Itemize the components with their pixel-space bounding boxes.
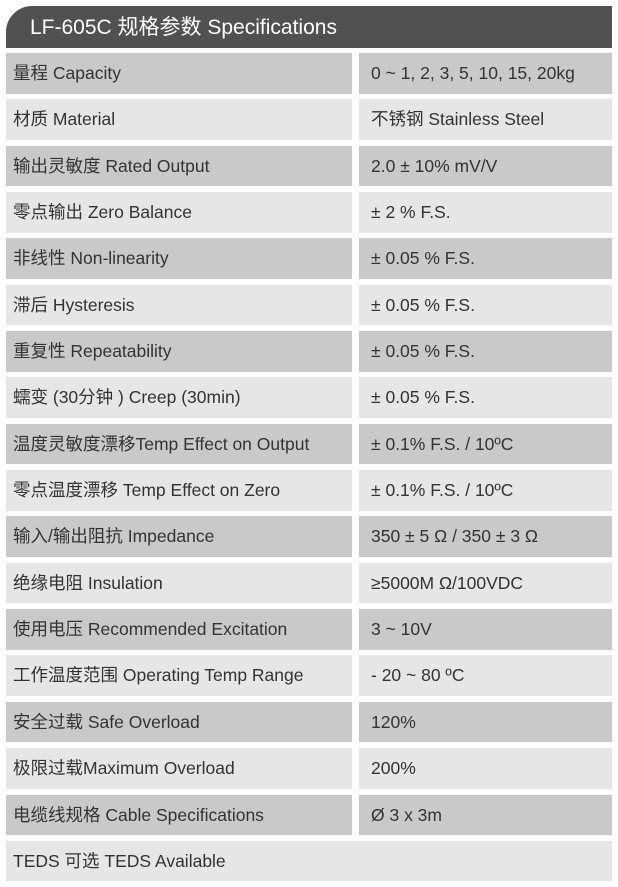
spec-row: 输入/输出阻抗 Impedance 350 ± 5 Ω / 350 ± 3 Ω xyxy=(6,516,612,557)
teds-label: TEDS 可选 TEDS Available xyxy=(6,840,612,882)
spec-row: 蠕变 (30分钟 ) Creep (30min) ± 0.05 % F.S. xyxy=(6,377,612,418)
spec-label: 零点温度漂移 Temp Effect on Zero xyxy=(6,470,352,511)
spec-row: 量程 Capacity 0 ~ 1, 2, 3, 5, 10, 15, 20kg xyxy=(6,53,612,94)
spec-label: 量程 Capacity xyxy=(6,53,352,94)
spec-value: - 20 ~ 80 ºC xyxy=(359,655,612,696)
spec-row: 工作温度范围 Operating Temp Range - 20 ~ 80 ºC xyxy=(6,655,612,696)
spec-title: LF-605C 规格参数 Specifications xyxy=(6,6,612,48)
spec-value: 120% xyxy=(359,701,612,743)
spec-value: 0 ~ 1, 2, 3, 5, 10, 15, 20kg xyxy=(359,53,612,94)
spec-value: 2.0 ± 10% mV/V xyxy=(359,145,612,187)
spec-label: 滞后 Hysteresis xyxy=(6,284,352,326)
spec-label: 极限过载Maximum Overload xyxy=(6,748,352,789)
spec-value: 3 ~ 10V xyxy=(359,609,612,650)
spec-value: 350 ± 5 Ω / 350 ± 3 Ω xyxy=(359,516,612,557)
spec-value: Ø 3 x 3m xyxy=(359,794,612,835)
spec-value: 不锈钢 Stainless Steel xyxy=(359,99,612,140)
spec-value: ± 0.1% F.S. / 10ºC xyxy=(359,470,612,511)
spec-value: ± 0.05 % F.S. xyxy=(359,284,612,326)
spec-value: ≥5000M Ω/100VDC xyxy=(359,562,612,604)
spec-row: 安全过载 Safe Overload 120% xyxy=(6,701,612,743)
spec-label: 蠕变 (30分钟 ) Creep (30min) xyxy=(6,377,352,418)
spec-label: 零点输出 Zero Balance xyxy=(6,192,352,233)
spec-value: ± 0.1% F.S. / 10ºC xyxy=(359,423,612,465)
spec-table: 量程 Capacity 0 ~ 1, 2, 3, 5, 10, 15, 20kg 材… xyxy=(6,53,612,887)
spec-label: 输出灵敏度 Rated Output xyxy=(6,145,352,187)
spec-row: 材质 Material 不锈钢 Stainless Steel xyxy=(6,99,612,140)
spec-row: 电缆线规格 Cable Specifications Ø 3 x 3m xyxy=(6,794,612,835)
spec-label: 温度灵敏度漂移Temp Effect on Output xyxy=(6,423,352,465)
spec-value: 200% xyxy=(359,748,612,789)
spec-row: 使用电压 Recommended Excitation 3 ~ 10V xyxy=(6,609,612,650)
spec-row: 非线性 Non-linearity ± 0.05 % F.S. xyxy=(6,238,612,279)
spec-value: ± 0.05 % F.S. xyxy=(359,238,612,279)
spec-row-teds: TEDS 可选 TEDS Available xyxy=(6,840,612,882)
spec-row: 温度灵敏度漂移Temp Effect on Output ± 0.1% F.S. … xyxy=(6,423,612,465)
spec-row: 重复性 Repeatability ± 0.05 % F.S. xyxy=(6,331,612,372)
spec-value: ± 0.05 % F.S. xyxy=(359,377,612,418)
spec-label: 重复性 Repeatability xyxy=(6,331,352,372)
spec-label: 工作温度范围 Operating Temp Range xyxy=(6,655,352,696)
spec-label: 安全过载 Safe Overload xyxy=(6,701,352,743)
spec-value: ± 0.05 % F.S. xyxy=(359,331,612,372)
spec-label: 非线性 Non-linearity xyxy=(6,238,352,279)
spec-label: 使用电压 Recommended Excitation xyxy=(6,609,352,650)
spec-row: 零点温度漂移 Temp Effect on Zero ± 0.1% F.S. / … xyxy=(6,470,612,511)
spec-row: 绝缘电阻 Insulation ≥5000M Ω/100VDC xyxy=(6,562,612,604)
spec-label: 绝缘电阻 Insulation xyxy=(6,562,352,604)
spec-label: 材质 Material xyxy=(6,99,352,140)
spec-row: 极限过载Maximum Overload 200% xyxy=(6,748,612,789)
spec-value: ± 2 % F.S. xyxy=(359,192,612,233)
spec-row: 输出灵敏度 Rated Output 2.0 ± 10% mV/V xyxy=(6,145,612,187)
spec-row: 零点输出 Zero Balance ± 2 % F.S. xyxy=(6,192,612,233)
spec-label: 输入/输出阻抗 Impedance xyxy=(6,516,352,557)
spec-row: 滞后 Hysteresis ± 0.05 % F.S. xyxy=(6,284,612,326)
spec-label: 电缆线规格 Cable Specifications xyxy=(6,794,352,835)
